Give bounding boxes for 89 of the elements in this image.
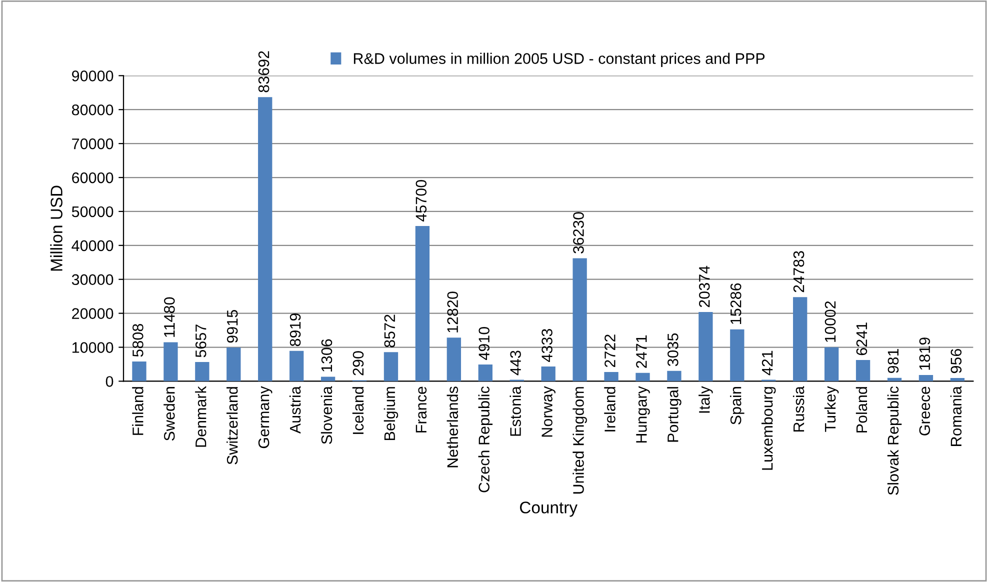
x-tick-label: Ireland — [604, 387, 616, 432]
x-tick-label: Russia — [792, 386, 804, 432]
y-tick-label: 20000 — [72, 308, 114, 319]
data-label: 1819 — [919, 338, 930, 370]
data-label: 421 — [762, 350, 773, 376]
data-label: 8919 — [290, 314, 301, 346]
x-tick-label: Sweden — [164, 387, 175, 441]
data-label: 956 — [950, 348, 962, 374]
data-label: 1306 — [321, 339, 332, 372]
data-label: 6241 — [856, 322, 868, 356]
x-axis-title: Country — [520, 502, 578, 517]
y-tick-label: 90000 — [72, 70, 114, 82]
data-label: 83692 — [258, 51, 270, 92]
data-label: 20374 — [698, 266, 710, 308]
data-label: 9915 — [226, 310, 238, 343]
data-label: 290 — [352, 351, 364, 376]
bar — [918, 375, 934, 382]
y-tick-label: 30000 — [72, 274, 114, 286]
data-label: 2471 — [636, 335, 647, 368]
x-tick-label: Hungary — [636, 386, 650, 443]
bar — [415, 226, 430, 382]
data-label: 5657 — [195, 324, 206, 358]
x-tick-label: Turkey — [824, 386, 839, 432]
bar — [604, 372, 618, 382]
x-tick-label: France — [416, 386, 427, 432]
data-label: 3035 — [668, 333, 678, 366]
x-tick-label: Romania — [950, 386, 962, 446]
y-tick-label: 50000 — [72, 206, 114, 218]
data-label: 24783 — [793, 251, 804, 292]
x-tick-label: Estonia — [510, 386, 521, 436]
x-tick-label: Norway — [542, 386, 556, 437]
bar — [290, 350, 304, 382]
data-label: 12820 — [447, 292, 458, 332]
data-label: 443 — [510, 350, 521, 376]
bar — [164, 342, 178, 382]
bar — [667, 370, 682, 382]
y-tick-label: 80000 — [72, 104, 114, 116]
data-label: 15286 — [730, 283, 742, 324]
bar — [572, 258, 587, 382]
x-tick-label: United Kingdom — [572, 387, 587, 494]
bar — [950, 378, 965, 382]
x-tick-label: Slovenia — [320, 386, 332, 444]
data-label: 36230 — [573, 212, 584, 254]
x-tick-label: Czech Republic — [478, 386, 493, 492]
x-tick-label: Finland — [132, 387, 144, 435]
data-label: 11480 — [164, 297, 175, 337]
x-tick-label: Netherlands — [446, 386, 458, 468]
bar — [636, 372, 650, 382]
y-tick-label: 70000 — [72, 138, 114, 150]
x-tick-label: Switzerland — [226, 387, 238, 464]
x-tick-label: Iceland — [352, 387, 364, 434]
y-tick-label: 40000 — [72, 240, 114, 252]
x-tick-label: Belgium — [384, 387, 398, 440]
bar — [226, 348, 241, 382]
legend-label: R&D volumes in million 2005 USD - constant prices and PPP — [354, 52, 765, 67]
y-axis-title: Million USD — [50, 186, 62, 271]
y-tick-label: 0 — [106, 376, 114, 387]
x-tick-label: Greece — [919, 386, 930, 436]
data-label: 4910 — [478, 326, 490, 360]
bar — [698, 312, 713, 382]
y-tick-label: 10000 — [72, 342, 114, 353]
data-label: 10002 — [824, 301, 836, 342]
x-tick-label: Portugal — [667, 387, 682, 442]
data-label: 8572 — [384, 314, 396, 348]
data-label: 45700 — [416, 180, 427, 222]
bar — [541, 366, 556, 382]
bar — [132, 361, 146, 382]
x-tick-label: Spain — [730, 387, 744, 424]
data-label: 5808 — [132, 324, 144, 357]
x-tick-label: Luxembourg — [762, 387, 776, 470]
bar — [195, 362, 210, 382]
bar — [478, 364, 492, 382]
bar — [793, 297, 808, 382]
x-tick-label: Austria — [289, 386, 301, 434]
data-label: 981 — [888, 348, 899, 373]
y-tick-label: 60000 — [72, 172, 114, 184]
data-label: 2722 — [604, 334, 616, 368]
bar — [730, 329, 744, 382]
data-label: 4333 — [542, 329, 552, 362]
bar — [258, 97, 272, 382]
x-tick-label: Poland — [856, 387, 868, 432]
bar — [856, 360, 870, 382]
bar — [446, 338, 462, 382]
x-tick-label: Italy — [698, 386, 713, 413]
bar — [824, 347, 839, 382]
bar — [384, 352, 398, 382]
x-tick-label: Germany — [258, 386, 272, 448]
x-tick-label: Slovak Republic — [887, 386, 902, 495]
x-tick-label: Denmark — [195, 386, 206, 447]
